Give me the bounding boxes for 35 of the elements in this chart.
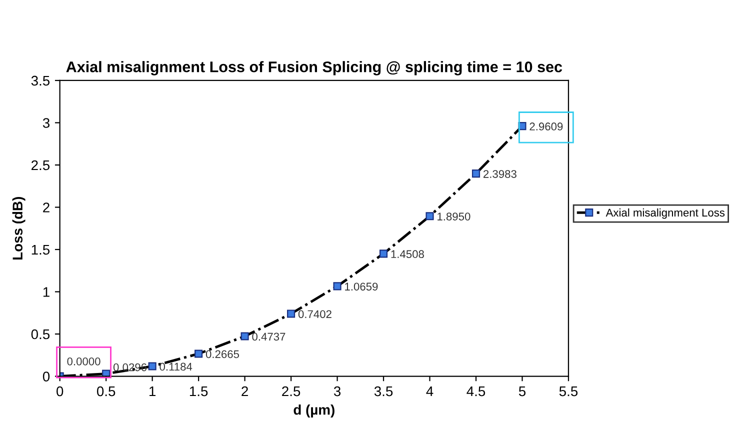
x-tick-label: 1.5: [190, 386, 208, 396]
y-tick-label: 3.5: [31, 76, 50, 86]
y-tick-label: 2: [43, 202, 50, 212]
data-label: 0.2665: [206, 350, 240, 358]
chart-title: Axial misalignment Loss of Fusion Splicing @ splicing time = 10 sec: [66, 61, 562, 76]
data-label: 2.9609: [530, 122, 563, 130]
x-tick-label: 0.5: [96, 386, 116, 396]
data-label: 0.7402: [298, 310, 332, 318]
data-label: 0.0296: [113, 363, 147, 372]
y-tick-label: 2.5: [32, 160, 50, 170]
x-axis-title: d (µm): [294, 404, 334, 418]
x-tick-label: 3: [334, 386, 341, 396]
data-label: 1.4508: [391, 250, 424, 258]
data-label: 2.3983: [484, 170, 516, 178]
data-label: 0.4737: [252, 332, 286, 341]
x-tick-label: 1: [150, 386, 156, 396]
data-label: 0.1184: [160, 362, 192, 371]
x-tick-label: 2: [242, 386, 248, 396]
y-tick-label: 1: [43, 287, 50, 297]
y-tick-label: 0.5: [31, 329, 50, 340]
x-tick-label: 2.5: [282, 386, 300, 396]
x-tick-label: 5: [518, 386, 526, 396]
y-tick-label: 3: [42, 118, 50, 128]
x-tick-label: 0: [56, 386, 64, 396]
x-tick-label: 4: [426, 386, 434, 396]
data-label: 1.0659: [345, 282, 378, 291]
y-axis-title: Loss (dB): [12, 197, 26, 260]
x-tick-label: 3.5: [374, 386, 393, 396]
y-tick-label: 0: [42, 372, 50, 382]
data-label: 1.8950: [438, 212, 470, 220]
y-tick-label: 1.5: [32, 244, 50, 255]
x-tick-label: 5.5: [559, 386, 578, 396]
legend-label: Axial misalignment Loss: [606, 208, 725, 219]
data-label: 0.0000: [67, 358, 100, 366]
x-tick-label: 4.5: [466, 386, 486, 396]
